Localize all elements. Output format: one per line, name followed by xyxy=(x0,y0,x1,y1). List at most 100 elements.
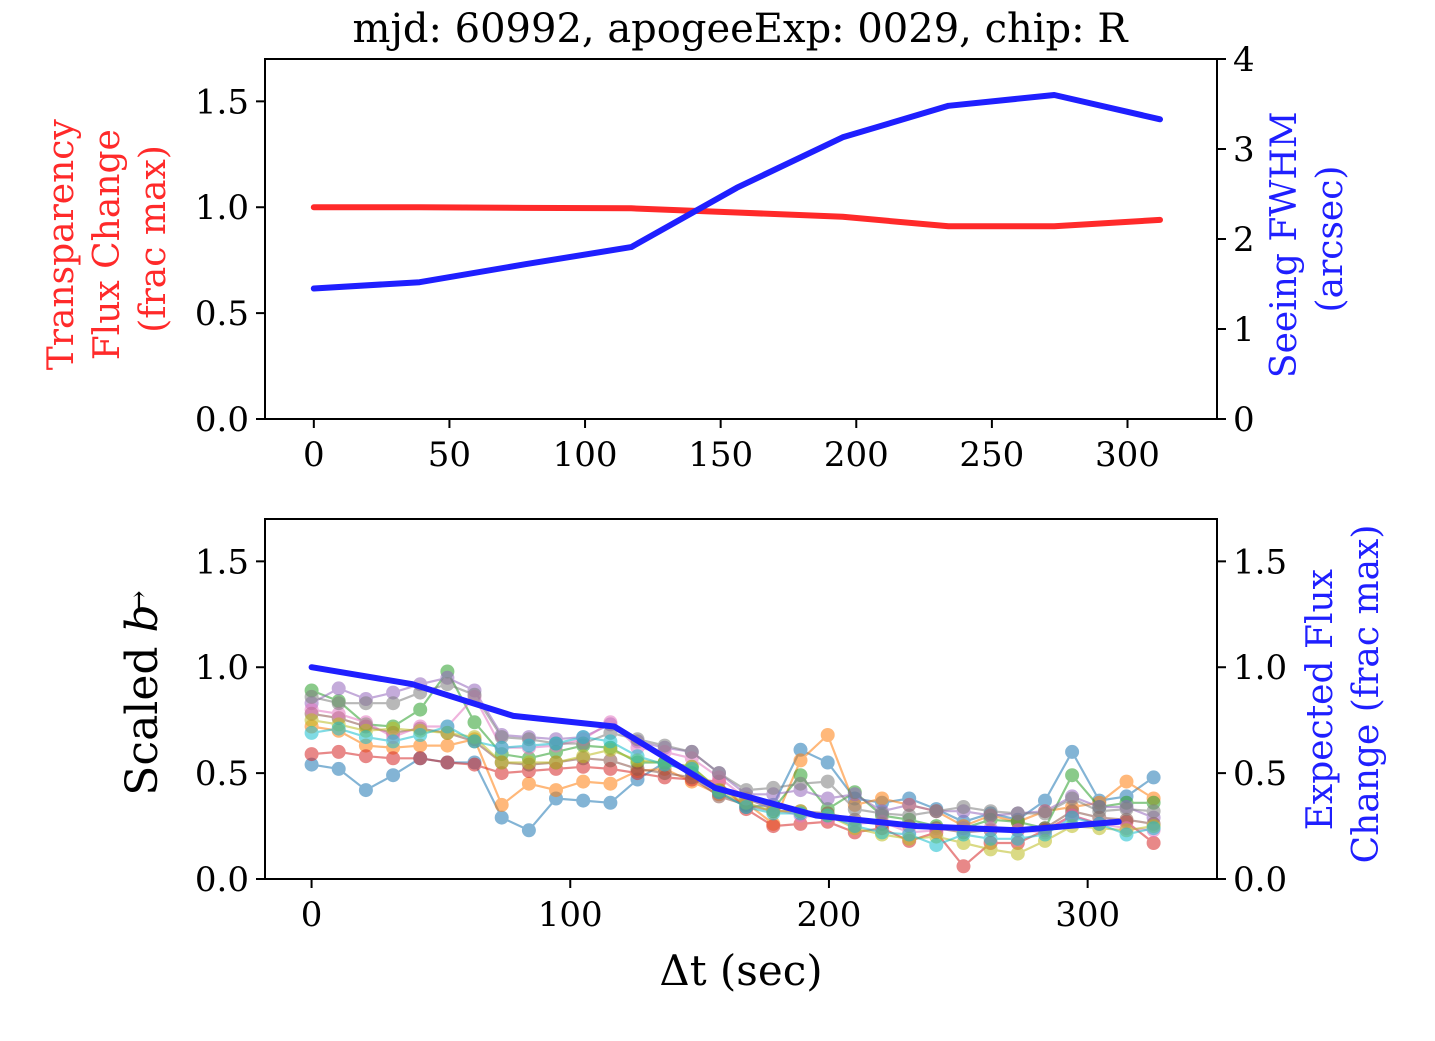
fiber-point-4 xyxy=(386,685,401,700)
top-xtick-label: 0 xyxy=(303,435,325,475)
fiber-point-9 xyxy=(576,730,591,745)
fiber-point-7 xyxy=(494,730,509,745)
fiber-series-1 xyxy=(304,719,1161,834)
bottom-xlabel: Δt (sec) xyxy=(659,946,822,995)
figure-title: mjd: 60992, apogeeExp: 0029, chip: R xyxy=(353,6,1130,52)
bottom-right-ytick-label: 1.0 xyxy=(1233,648,1287,688)
top-right-ylabel: Seeing FWHM (arcsec) xyxy=(1264,100,1351,378)
fiber-point-1 xyxy=(603,776,618,791)
fiber-line-1 xyxy=(311,725,1155,828)
fiber-point-8 xyxy=(576,749,591,764)
fiber-point-8 xyxy=(304,713,319,728)
fiber-point-9 xyxy=(304,725,319,740)
fiber-point-7 xyxy=(929,804,944,819)
fiber-point-0 xyxy=(386,768,401,783)
bottom-right-ylabel: Expected Flux Change (frac max) xyxy=(1300,525,1387,864)
fiber-point-8 xyxy=(983,842,998,857)
fiber-point-1 xyxy=(576,774,591,789)
bottom-right-ylabel-line1: Expected Flux xyxy=(1300,569,1341,830)
fiber-point-3 xyxy=(304,747,319,762)
bottom-xtick-label: 300 xyxy=(1055,895,1120,935)
top-right-ytick-label: 3 xyxy=(1233,130,1255,170)
top-xtick-label: 200 xyxy=(824,435,889,475)
fiber-point-8 xyxy=(494,755,509,770)
top-xtick-label: 300 xyxy=(1095,435,1160,475)
fiber-point-9 xyxy=(494,740,509,755)
top-left-ytick-label: 1.5 xyxy=(195,82,249,122)
fiber-point-1 xyxy=(521,776,536,791)
fiber-point-3 xyxy=(766,819,781,834)
top-plot-frame xyxy=(264,58,1218,420)
fiber-point-7 xyxy=(304,689,319,704)
bottom-xtick-label: 0 xyxy=(301,895,323,935)
top-panel: 0 50 100 150 200 250 300 0.0 0.5 1.0 1.5 0 1 2 3 4 Tran… xyxy=(41,40,1351,475)
fiber-point-7 xyxy=(875,806,889,821)
bottom-right-ylabel-line2: Change (frac max) xyxy=(1346,525,1387,864)
fiber-point-9 xyxy=(440,719,455,734)
fiber-point-9 xyxy=(467,734,482,749)
top-right-ytick-label: 2 xyxy=(1233,220,1255,260)
fiber-point-7 xyxy=(684,744,699,759)
fiber-point-1 xyxy=(549,783,563,798)
bottom-right-ytick-label: 1.5 xyxy=(1233,542,1287,582)
top-left-ytick-label: 0.5 xyxy=(195,294,249,334)
fiber-point-9 xyxy=(630,749,645,764)
fiber-point-3 xyxy=(413,751,428,766)
fiber-point-9 xyxy=(521,738,536,753)
fiber-point-0 xyxy=(1038,793,1052,808)
fiber-point-7 xyxy=(983,804,998,819)
fiber-point-7 xyxy=(358,696,373,711)
top-left-ylabel-line1: Transparency xyxy=(41,119,82,371)
top-right-ytick-label: 1 xyxy=(1233,310,1255,350)
fiber-point-7 xyxy=(1146,804,1161,819)
fiber-point-0 xyxy=(1065,744,1080,759)
fiber-point-9 xyxy=(875,825,889,840)
fiber-point-9 xyxy=(1010,831,1025,846)
fiber-point-7 xyxy=(1065,791,1080,806)
fiber-point-7 xyxy=(902,808,917,823)
fiber-point-1 xyxy=(875,791,889,806)
top-right-ytick-label: 4 xyxy=(1233,40,1255,80)
fiber-point-0 xyxy=(576,793,591,808)
fiber-point-3 xyxy=(331,744,346,759)
bottom-left-ytick-label: 1.0 xyxy=(195,648,249,688)
top-right-ylabel-line1: Seeing FWHM xyxy=(1264,111,1305,378)
fiber-point-0 xyxy=(304,757,319,772)
fiber-point-5 xyxy=(603,753,618,768)
fiber-point-7 xyxy=(1092,804,1107,819)
bottom-left-ytick-label: 1.5 xyxy=(195,542,249,582)
bottom-xtick-label: 200 xyxy=(797,895,862,935)
bottom-right-ytick-label: 0.0 xyxy=(1233,860,1287,900)
fiber-point-2 xyxy=(413,702,428,717)
fiber-point-8 xyxy=(386,721,401,736)
fiber-point-7 xyxy=(657,738,672,753)
fiber-point-0 xyxy=(1146,770,1161,785)
fiber-point-7 xyxy=(847,802,862,817)
fiber-point-9 xyxy=(1119,827,1134,842)
top-left-ylabel-line2: Flux Change xyxy=(87,129,128,360)
fiber-point-7 xyxy=(766,780,781,795)
fiber-point-7 xyxy=(793,776,808,791)
fiber-point-9 xyxy=(358,730,373,745)
bottom-left-ylabel-text: Scaled xyxy=(117,632,168,795)
bottom-panel: 0 100 200 300 0.0 0.5 1.0 1.5 0.0 0.5 1.0 1.5 Scale… xyxy=(117,518,1387,995)
fiber-point-7 xyxy=(386,696,401,711)
fiber-point-2 xyxy=(1065,768,1080,783)
fiber-point-7 xyxy=(712,766,726,781)
fiber-point-7 xyxy=(820,774,835,789)
fiber-point-7 xyxy=(1038,806,1052,821)
bottom-plot-frame xyxy=(264,518,1218,880)
fiber-point-7 xyxy=(331,696,346,711)
vector-arrow-icon: → xyxy=(122,590,155,613)
fiber-point-7 xyxy=(467,687,482,702)
fiber-point-4 xyxy=(847,787,862,802)
fiber-point-1 xyxy=(494,797,509,812)
top-series-seeing-line xyxy=(310,92,1163,292)
bottom-right-ytick-label: 0.5 xyxy=(1233,754,1287,794)
fiber-point-9 xyxy=(739,800,754,814)
fiber-point-9 xyxy=(603,734,618,749)
top-ticks-layer: 0 50 100 150 200 250 300 0.0 0.5 1.0 1.5 0 1 2 3 4 xyxy=(195,40,1255,475)
fiber-point-9 xyxy=(1065,810,1080,825)
fiber-point-4 xyxy=(902,797,917,812)
